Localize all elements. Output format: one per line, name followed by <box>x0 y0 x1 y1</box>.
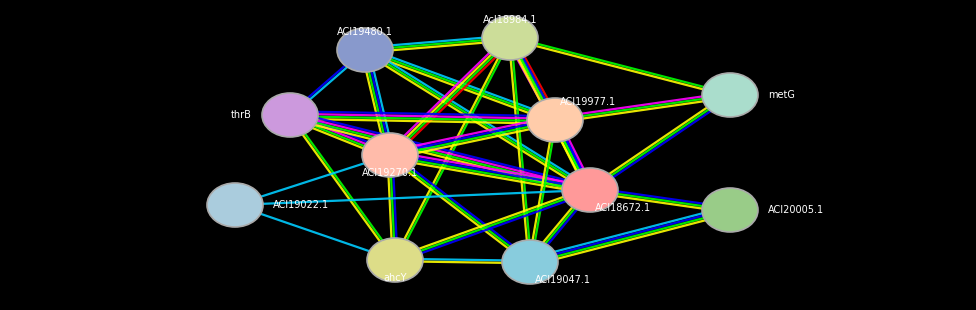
Ellipse shape <box>702 188 758 232</box>
Ellipse shape <box>207 183 263 227</box>
Ellipse shape <box>262 93 318 137</box>
Ellipse shape <box>702 73 758 117</box>
Ellipse shape <box>562 168 618 212</box>
Ellipse shape <box>527 98 583 142</box>
Ellipse shape <box>337 28 393 72</box>
Text: ACI19977.1: ACI19977.1 <box>560 97 616 107</box>
Ellipse shape <box>367 238 423 282</box>
Ellipse shape <box>502 240 558 284</box>
Text: AcI18984.1: AcI18984.1 <box>483 15 537 25</box>
Ellipse shape <box>482 16 538 60</box>
Text: thrB: thrB <box>231 110 252 120</box>
Text: ahcY: ahcY <box>384 273 407 283</box>
Text: ACI19022.1: ACI19022.1 <box>273 200 329 210</box>
Text: ACI19480.1: ACI19480.1 <box>337 27 393 37</box>
Text: ACI19270.1: ACI19270.1 <box>362 168 418 178</box>
Text: ACI18672.1: ACI18672.1 <box>595 203 651 213</box>
Text: metG: metG <box>768 90 794 100</box>
Text: ACI20005.1: ACI20005.1 <box>768 205 824 215</box>
Ellipse shape <box>362 133 418 177</box>
Text: ACI19047.1: ACI19047.1 <box>535 275 591 285</box>
